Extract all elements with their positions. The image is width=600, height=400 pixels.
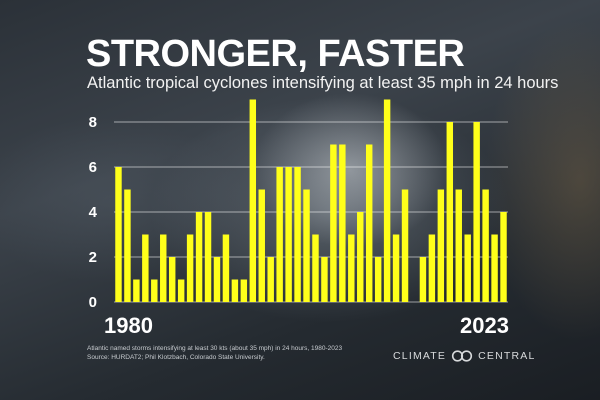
bar	[365, 144, 373, 302]
y-tick-label: 6	[89, 159, 97, 176]
bar	[392, 234, 400, 302]
logo-mark-icon	[452, 350, 473, 362]
y-tick-label: 0	[89, 294, 97, 311]
y-tick-label: 8	[89, 114, 97, 131]
bar	[267, 257, 274, 302]
bar	[491, 234, 498, 302]
bar	[133, 279, 140, 302]
bar	[213, 257, 221, 302]
bar	[303, 189, 310, 302]
bar	[339, 144, 346, 302]
bar	[195, 212, 203, 302]
bar	[312, 234, 319, 302]
bar	[374, 257, 382, 302]
bar	[330, 144, 337, 302]
x-label-start: 1980	[104, 313, 153, 338]
bar	[348, 234, 355, 302]
bar	[276, 167, 283, 302]
bar	[285, 167, 292, 302]
source-note: Atlantic named storms intensifying at le…	[87, 344, 342, 362]
bar	[455, 189, 462, 302]
bar	[428, 234, 436, 302]
bar	[482, 189, 489, 302]
x-label-end: 2023	[460, 313, 509, 338]
bar	[357, 212, 364, 302]
bar	[142, 234, 149, 302]
bar	[115, 167, 122, 302]
bar	[401, 189, 409, 302]
y-tick-label: 2	[89, 249, 97, 266]
bar	[249, 99, 257, 302]
bar	[186, 234, 194, 302]
source-note-line-2: Source: HURDAT2; Phil Klotzbach, Colorad…	[87, 354, 265, 361]
bar	[294, 167, 301, 302]
bar	[419, 257, 427, 302]
logo-text-climate: CLIMATE	[393, 350, 447, 362]
logo-text-central: CENTRAL	[478, 350, 536, 362]
bar	[204, 212, 212, 302]
bar	[222, 234, 230, 302]
bar	[240, 279, 248, 302]
y-tick-label: 4	[89, 204, 98, 221]
bar	[231, 279, 239, 302]
climate-central-logo: CLIMATE CENTRAL	[393, 350, 536, 362]
bar	[177, 279, 185, 302]
bar	[124, 189, 131, 302]
bar	[321, 257, 328, 302]
bar	[258, 189, 265, 302]
bar	[151, 279, 158, 302]
bar	[500, 212, 507, 302]
bar	[437, 189, 445, 302]
bar	[383, 99, 391, 302]
chart-subtitle: Atlantic tropical cyclones intensifying …	[87, 74, 559, 92]
bar	[464, 234, 471, 302]
bar	[168, 257, 176, 302]
chart-title: STRONGER, FASTER	[86, 33, 465, 75]
bar	[473, 122, 480, 302]
bar	[160, 234, 167, 302]
source-note-line-1: Atlantic named storms intensifying at le…	[87, 345, 343, 352]
bar	[446, 122, 454, 302]
